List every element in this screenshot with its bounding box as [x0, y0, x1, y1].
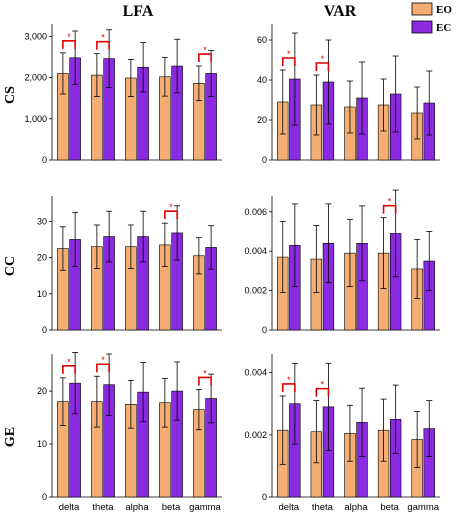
- y-tick-label-cc-var: 0: [262, 325, 267, 335]
- significance-bracket-ge-lfa-gamma: [198, 376, 212, 386]
- significance-star-cs-lfa-theta: *: [101, 33, 105, 43]
- x-tick-label-ge-var-theta: theta: [312, 502, 334, 513]
- legend-swatch-ec: [411, 20, 433, 34]
- significance-bracket-ge-lfa-delta: [62, 365, 76, 374]
- panels-group: 0 1,000 2,000 3,000 * * * 0 20 40 60 * * 0 10 20 30 * 0 0.0…: [24, 24, 440, 513]
- row-label-cc: CC: [3, 256, 18, 276]
- y-tick-label-cs-var: 40: [257, 75, 267, 85]
- significance-star-cs-var-delta: *: [287, 49, 291, 59]
- significance-star-cs-lfa-delta: *: [67, 32, 71, 42]
- y-tick-label-cc-var: 0.002: [244, 286, 267, 296]
- row-label-ge: GE: [3, 427, 18, 447]
- panel-cc-var: 0 0.002 0.004 0.006 *: [244, 189, 440, 335]
- significance-bracket-cc-lfa-beta: [164, 210, 178, 220]
- significance-bracket-ge-lfa-theta: [96, 363, 110, 373]
- y-tick-label-cs-lfa: 0: [42, 155, 47, 165]
- column-title-lfa: LFA: [123, 3, 154, 20]
- significance-bracket-cs-var-theta: [315, 62, 330, 71]
- significance-star-ge-lfa-gamma: *: [203, 368, 207, 378]
- significance-star-ge-var-delta: *: [287, 375, 291, 385]
- significance-star-ge-lfa-theta: *: [101, 355, 105, 365]
- significance-star-cc-lfa-beta: *: [169, 202, 173, 212]
- y-tick-label-cs-lfa: 3,000: [24, 31, 47, 41]
- significance-star-cs-lfa-gamma: *: [203, 45, 207, 55]
- column-title-var: VAR: [324, 3, 357, 20]
- y-tick-label-cs-lfa: 2,000: [24, 73, 47, 83]
- y-tick-label-ge-lfa: 20: [37, 386, 47, 396]
- significance-bracket-cc-var-beta: [382, 204, 397, 214]
- x-tick-label-ge-var-gamma: gamma: [407, 502, 439, 513]
- significance-bracket-cs-lfa-delta: [62, 40, 76, 49]
- y-tick-label-ge-lfa: 10: [37, 439, 47, 449]
- x-tick-label-ge-lfa-alpha: alpha: [125, 502, 149, 513]
- significance-bracket-cs-lfa-gamma: [198, 53, 212, 63]
- y-tick-label-ge-lfa: 0: [42, 492, 47, 502]
- significance-bracket-ge-var-delta: [281, 383, 296, 392]
- y-tick-label-cc-lfa: 0: [42, 325, 47, 335]
- y-tick-label-cc-lfa: 30: [37, 216, 47, 226]
- x-tick-label-ge-lfa-gamma: gamma: [189, 502, 221, 513]
- significance-star-ge-lfa-delta: *: [67, 357, 71, 367]
- legend-label-eo: EO: [436, 4, 452, 16]
- significance-bracket-ge-var-theta: [315, 387, 330, 397]
- x-tick-label-ge-lfa-theta: theta: [92, 502, 114, 513]
- legend-label-ec: EC: [436, 22, 451, 34]
- panel-ge-var: 0 0.002 0.004 * delta * theta alpha beta gamma: [244, 354, 440, 513]
- y-tick-label-cs-lfa: 1,000: [24, 114, 47, 124]
- y-tick-label-ge-var: 0.004: [244, 368, 267, 378]
- significance-star-cs-var-theta: *: [321, 54, 325, 64]
- y-tick-label-ge-var: 0: [262, 492, 267, 502]
- x-tick-label-ge-lfa-delta: delta: [59, 502, 80, 513]
- panel-cs-lfa: 0 1,000 2,000 3,000 * * *: [24, 24, 222, 165]
- row-label-cs: CS: [3, 86, 18, 104]
- significance-star-cc-var-beta: *: [388, 197, 392, 207]
- y-tick-label-cs-var: 20: [257, 115, 267, 125]
- y-tick-label-ge-var: 0.002: [244, 430, 267, 440]
- y-tick-label-cs-var: 0: [262, 155, 267, 165]
- y-tick-label-cc-lfa: 20: [37, 253, 47, 263]
- x-tick-label-ge-var-beta: beta: [380, 502, 399, 513]
- y-tick-label-cc-var: 0.006: [244, 207, 267, 217]
- x-tick-label-ge-var-alpha: alpha: [344, 502, 368, 513]
- x-tick-label-ge-lfa-beta: beta: [162, 502, 181, 513]
- significance-bracket-cs-var-delta: [281, 57, 296, 66]
- y-tick-label-cc-lfa: 10: [37, 289, 47, 299]
- y-tick-label-cs-var: 60: [257, 35, 267, 45]
- x-tick-label-ge-var-delta: delta: [278, 502, 299, 513]
- panel-cs-var: 0 20 40 60 * *: [257, 24, 440, 165]
- panel-ge-lfa: 0 10 20 * delta * theta alpha beta * gamma: [37, 352, 222, 513]
- panel-cc-lfa: 0 10 20 30 *: [37, 196, 222, 335]
- significance-star-ge-var-theta: *: [321, 380, 325, 390]
- legend-swatch-eo: [411, 2, 433, 16]
- legend: EO EC: [411, 2, 452, 34]
- y-tick-label-cc-var: 0.004: [244, 246, 267, 256]
- significance-bracket-cs-lfa-theta: [96, 40, 110, 50]
